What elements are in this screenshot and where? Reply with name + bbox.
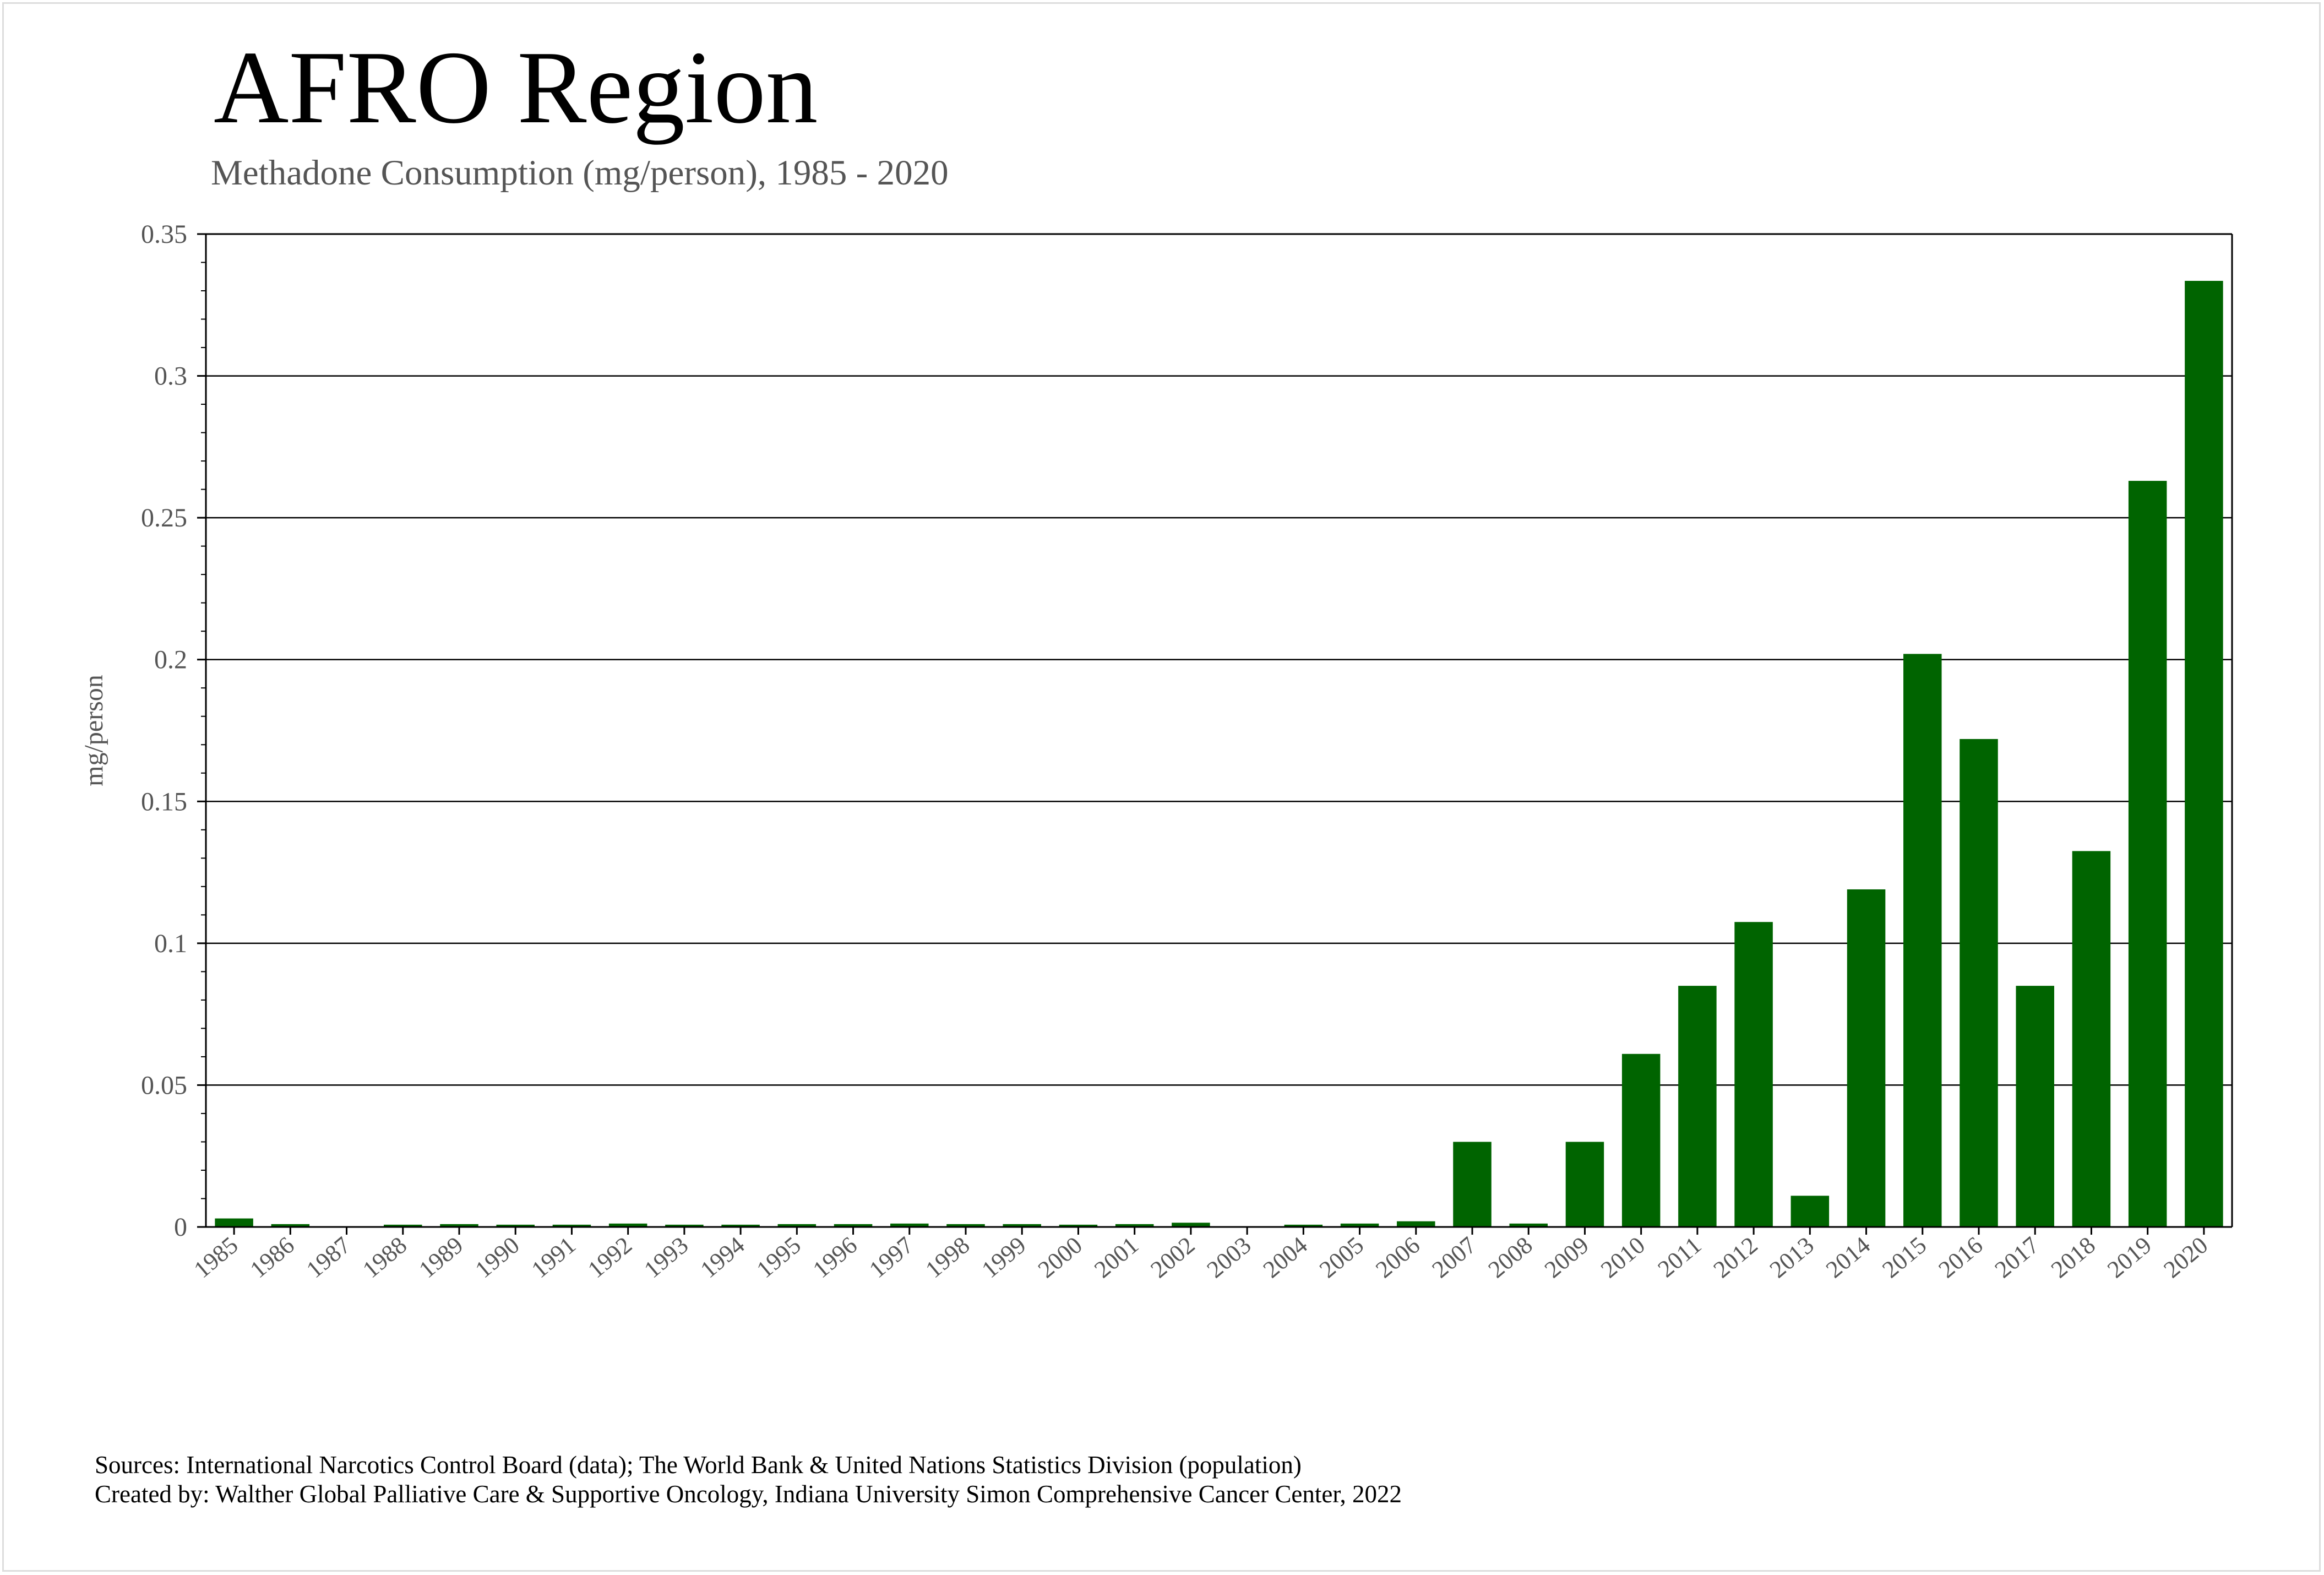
y-tick-label: 0.25 <box>141 503 187 533</box>
bar-2008 <box>1509 1223 1548 1227</box>
x-tick-label: 1990 <box>470 1231 525 1283</box>
y-tick-label: 0.05 <box>141 1071 187 1100</box>
bar-1985 <box>215 1218 253 1227</box>
x-tick-label: 1988 <box>357 1231 412 1283</box>
bar-2011 <box>1678 986 1717 1227</box>
bar-2006 <box>1397 1221 1435 1227</box>
x-tick-label: 2005 <box>1314 1231 1369 1283</box>
bar-2014 <box>1847 889 1886 1227</box>
x-tick-label: 2003 <box>1202 1231 1256 1283</box>
y-axis-label: mg/person <box>79 675 108 786</box>
bar-2020 <box>2185 280 2223 1228</box>
bar-1992 <box>608 1223 647 1227</box>
x-tick-label: 2016 <box>1934 1231 1988 1283</box>
x-tick-label: 1986 <box>245 1231 300 1283</box>
x-tick-label: 1987 <box>301 1231 356 1283</box>
chart-title: AFRO Region <box>214 30 818 145</box>
bar-1998 <box>946 1224 985 1227</box>
x-tick-label: 1991 <box>526 1231 581 1283</box>
x-tick-label: 1985 <box>189 1231 243 1283</box>
bar-1994 <box>721 1224 760 1227</box>
x-tick-label: 2011 <box>1653 1231 1707 1283</box>
x-tick-label: 2012 <box>1708 1231 1763 1283</box>
bar-2000 <box>1059 1224 1098 1227</box>
x-tick-label: 1999 <box>977 1231 1031 1283</box>
bar-1990 <box>496 1224 535 1227</box>
x-tick-label: 2010 <box>1596 1231 1650 1283</box>
x-tick-label: 2008 <box>1483 1231 1538 1283</box>
bar-1988 <box>384 1224 422 1227</box>
bar-1997 <box>890 1223 929 1227</box>
x-tick-label: 2019 <box>2102 1231 2157 1283</box>
bar-1996 <box>834 1224 873 1227</box>
gridlines <box>206 375 2232 1086</box>
x-tick-label: 1996 <box>808 1231 862 1283</box>
y-tick-label: 0.15 <box>141 787 187 816</box>
x-tick-label: 1995 <box>752 1231 806 1283</box>
bar-2015 <box>1903 654 1942 1227</box>
bar-1991 <box>552 1224 591 1227</box>
bar-2017 <box>2016 986 2054 1227</box>
bar-2002 <box>1172 1223 1210 1227</box>
x-tick-labels: 1985 1986 1987 1988 1989 1990 1991 1992 1993 1994… <box>189 1227 2213 1283</box>
bar-2019 <box>2128 481 2167 1227</box>
bar-1989 <box>440 1224 478 1227</box>
y-tick-label: 0.35 <box>141 220 187 249</box>
y-tick-label: 0.2 <box>154 645 187 675</box>
x-tick-label: 1989 <box>414 1231 469 1283</box>
bar-2001 <box>1115 1224 1154 1227</box>
bar-1999 <box>1003 1224 1041 1227</box>
bar-2007 <box>1453 1142 1492 1227</box>
x-tick-label: 2002 <box>1145 1231 1200 1283</box>
x-tick-label: 2007 <box>1427 1231 1482 1283</box>
bars <box>215 280 2223 1228</box>
bar-2010 <box>1621 1053 1661 1227</box>
x-tick-label: 2009 <box>1539 1231 1594 1283</box>
bar-1986 <box>271 1224 310 1227</box>
footer-sources: Sources: International Narcotics Control… <box>95 1451 1302 1479</box>
bar-1995 <box>777 1224 817 1227</box>
x-tick-label: 1993 <box>639 1231 693 1283</box>
axes <box>205 233 2233 1228</box>
x-tick-label: 2001 <box>1089 1231 1144 1283</box>
bar-2012 <box>1734 922 1773 1227</box>
bar-2016 <box>1960 738 1998 1227</box>
x-tick-label: 2015 <box>1877 1231 1931 1283</box>
y-tick-label: 0.3 <box>154 362 187 391</box>
x-tick-label: 2017 <box>1990 1231 2044 1283</box>
bar-2009 <box>1565 1142 1604 1227</box>
x-tick-label: 2018 <box>2046 1231 2100 1283</box>
footer-created-by: Created by: Walther Global Palliative Ca… <box>95 1480 1402 1508</box>
bar-2013 <box>1790 1196 1830 1227</box>
y-tick-labels: 0 0.05 0.1 0.15 0.2 0.25 0.3 0.35 <box>141 220 206 1242</box>
x-tick-label: 2006 <box>1370 1231 1425 1283</box>
x-tick-label: 2000 <box>1033 1231 1087 1283</box>
x-tick-label: 1997 <box>864 1231 918 1283</box>
x-tick-label: 2013 <box>1765 1231 1819 1283</box>
x-tick-label: 2020 <box>2158 1231 2213 1283</box>
x-tick-label: 1992 <box>583 1231 637 1283</box>
bar-2005 <box>1340 1223 1379 1227</box>
x-tick-label: 1998 <box>921 1231 975 1283</box>
x-tick-label: 1994 <box>695 1231 750 1283</box>
y-tick-label: 0.1 <box>154 929 187 958</box>
x-tick-label: 2004 <box>1258 1231 1313 1283</box>
bar-2018 <box>2072 851 2111 1227</box>
bar-1993 <box>665 1224 704 1227</box>
chart-subtitle: Methadone Consumption (mg/person), 1985 … <box>211 153 949 193</box>
x-tick-label: 2014 <box>1821 1231 1875 1283</box>
y-tick-label: 0 <box>174 1213 187 1242</box>
bar-2004 <box>1284 1224 1323 1227</box>
